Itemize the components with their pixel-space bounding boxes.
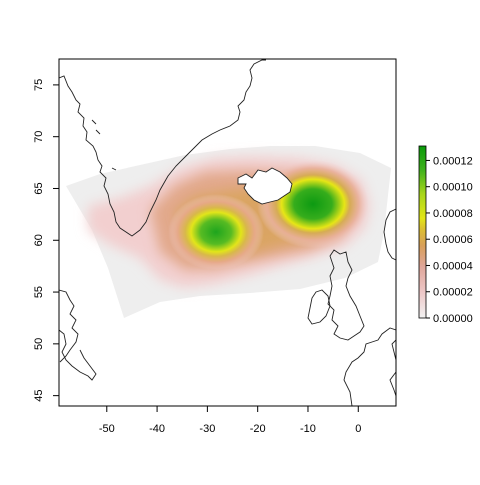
legend-tick-label: 0.00006 — [433, 234, 473, 246]
x-axis: -50 -40 -30 -20 -10 0 — [99, 406, 361, 435]
x-tick-label: -50 — [99, 423, 115, 435]
x-tick-label: -20 — [250, 423, 266, 435]
y-tick-label: 65 — [33, 182, 45, 194]
newfoundland-outline — [59, 289, 79, 363]
x-tick-label: 0 — [355, 423, 361, 435]
plot-frame — [58, 58, 397, 407]
y-axis: 45 50 55 60 65 70 75 — [33, 79, 59, 402]
legend-tick-label: 0.00004 — [433, 260, 473, 272]
x-tick-label: -10 — [300, 423, 316, 435]
x-tick-label: -40 — [149, 423, 165, 435]
west-hotspot — [168, 194, 264, 270]
legend-tick-label: 0.00008 — [433, 208, 473, 220]
legend-colorbar — [418, 145, 427, 319]
legend-tick-label: 0.00012 — [433, 155, 473, 167]
norway-outline — [383, 208, 396, 261]
y-tick-label: 50 — [33, 338, 45, 350]
y-tick-label: 70 — [33, 131, 45, 143]
y-tick-label: 55 — [33, 286, 45, 298]
map-panel — [59, 59, 396, 406]
legend-ticks: 0.00000 0.00002 0.00004 0.00006 0.00008 0.000… — [426, 155, 473, 325]
y-tick-label: 75 — [33, 79, 45, 91]
x-tick-label: -30 — [199, 423, 215, 435]
europe-outline — [343, 327, 396, 406]
legend-tick-label: 0.00010 — [433, 182, 473, 194]
legend-tick-label: 0.00002 — [433, 287, 473, 299]
iceland-outline — [237, 167, 293, 205]
greenland-outline — [59, 59, 266, 237]
y-tick-label: 45 — [33, 390, 45, 402]
coastlines — [59, 59, 396, 406]
y-tick-label: 60 — [33, 234, 45, 246]
legend-tick-label: 0.00000 — [433, 313, 473, 325]
ireland-outline — [307, 289, 331, 325]
legend: 0.00000 0.00002 0.00004 0.00006 0.00008 0.000… — [418, 145, 473, 325]
britain-outline — [327, 249, 365, 341]
